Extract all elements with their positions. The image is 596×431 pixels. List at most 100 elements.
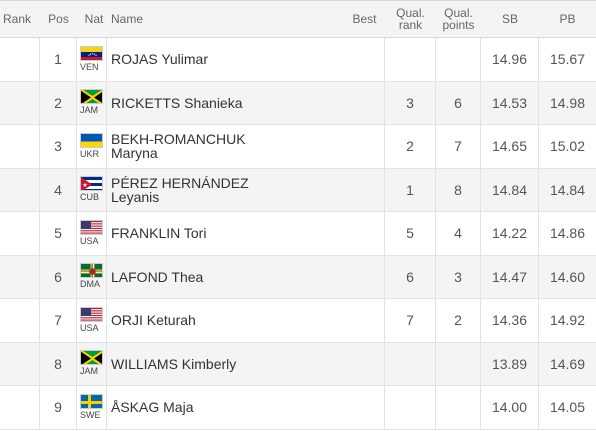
qual-points-cell: 8 bbox=[436, 168, 481, 211]
athlete-name[interactable]: PÉREZ HERNÁNDEZ bbox=[111, 174, 249, 191]
rank-cell bbox=[0, 38, 40, 81]
table-row[interactable]: 8 JAM WILLIAMS Kimberly 13.89 14.69 bbox=[0, 342, 596, 386]
table-row[interactable]: 9 SWE ÅSKAG Maja 14.00 14.05 bbox=[0, 386, 596, 430]
pb-cell: 15.67 bbox=[549, 51, 586, 68]
header-pos[interactable]: Pos bbox=[48, 12, 69, 26]
table-row[interactable]: 4 CUB PÉREZ HERNÁNDEZ Leyanis 1 8 14.84 14.84 bbox=[0, 168, 596, 212]
nat-code: JAM bbox=[80, 105, 98, 116]
athlete-name[interactable]: FRANKLIN Tori bbox=[111, 225, 207, 242]
pb-cell: 14.92 bbox=[549, 312, 586, 329]
sb-cell: 13.89 bbox=[481, 342, 539, 385]
nat-code: USA bbox=[80, 322, 99, 333]
name-cell[interactable]: FRANKLIN Tori bbox=[107, 212, 344, 255]
athlete-name[interactable]: ORJI Keturah bbox=[111, 312, 196, 329]
header-name[interactable]: Name bbox=[111, 12, 144, 26]
athlete-name[interactable]: WILLIAMS Kimberly bbox=[111, 355, 237, 372]
athlete-name[interactable]: ÅSKAG Maja bbox=[111, 399, 194, 416]
pos-cell: 8 bbox=[40, 342, 77, 385]
header-rank[interactable]: Rank bbox=[3, 12, 32, 26]
ven-flag-icon bbox=[80, 45, 103, 61]
table-row[interactable]: 2 JAM RICKETTS Shanieka 3 6 14.53 14.98 bbox=[0, 81, 596, 125]
qual-rank-cell bbox=[385, 38, 436, 81]
nat-code: CUB bbox=[80, 192, 100, 203]
nat-cell: UKR bbox=[77, 125, 107, 168]
header-sb[interactable]: SB bbox=[501, 12, 518, 26]
header-qual-points-line1: Qual. bbox=[444, 6, 473, 20]
sb-cell: 14.65 bbox=[481, 125, 539, 168]
name-cell[interactable]: ÅSKAG Maja bbox=[107, 386, 344, 429]
pos-cell: 5 bbox=[40, 212, 77, 255]
pos-cell: 3 bbox=[40, 125, 77, 168]
nat-cell: SWE bbox=[77, 386, 107, 429]
qual-points-cell: 3 bbox=[436, 255, 481, 298]
best-cell bbox=[344, 342, 385, 385]
table-row[interactable]: 1 VEN ROJAS Yulimar 14.96 15.67 bbox=[0, 38, 596, 82]
nat-cell: JAM bbox=[77, 81, 107, 124]
nat-cell: JAM bbox=[77, 342, 107, 385]
athlete-name[interactable]: BEKH-ROMANCHUK bbox=[111, 131, 246, 148]
best-cell bbox=[344, 38, 385, 81]
rank-cell bbox=[0, 125, 40, 168]
pb-cell: 14.69 bbox=[549, 355, 586, 372]
pos-cell: 6 bbox=[40, 255, 77, 298]
athlete-name[interactable]: RICKETTS Shanieka bbox=[111, 94, 243, 111]
header-pb[interactable]: PB bbox=[559, 12, 576, 26]
pb-cell: 15.02 bbox=[549, 138, 586, 155]
table-row[interactable]: 6 DMA LAFOND Thea 6 3 14.47 14.60 bbox=[0, 255, 596, 299]
name-cell[interactable]: WILLIAMS Kimberly bbox=[107, 343, 344, 386]
rank-cell bbox=[0, 386, 40, 429]
athlete-name[interactable]: ROJAS Yulimar bbox=[111, 51, 208, 68]
athlete-name-line2[interactable]: Maryna bbox=[111, 145, 158, 162]
rank-cell bbox=[0, 81, 40, 124]
table-header: Rank Pos Nat Name Best Qual. rank Qual. … bbox=[0, 1, 596, 38]
header-qual-points[interactable]: Qual. points bbox=[436, 1, 481, 37]
table-row[interactable]: 7 USA ORJI Keturah 7 2 14.36 14.92 bbox=[0, 299, 596, 343]
athlete-name[interactable]: LAFOND Thea bbox=[111, 268, 204, 285]
cub-flag-icon bbox=[80, 176, 103, 192]
pb-cell: 14.84 bbox=[549, 181, 586, 198]
nat-code: DMA bbox=[80, 279, 100, 290]
sb-cell: 14.22 bbox=[481, 212, 539, 255]
pb-cell: 14.98 bbox=[549, 94, 586, 111]
best-cell bbox=[344, 386, 385, 429]
name-cell[interactable]: BEKH-ROMANCHUK Maryna bbox=[107, 125, 344, 168]
best-cell bbox=[344, 125, 385, 168]
athlete-name-line2[interactable]: Leyanis bbox=[111, 188, 160, 205]
rank-cell bbox=[0, 342, 40, 385]
jam-flag-icon bbox=[80, 89, 103, 105]
qual-rank-cell: 5 bbox=[385, 212, 436, 255]
qual-points-cell: 4 bbox=[436, 212, 481, 255]
usa-flag-icon bbox=[80, 306, 103, 322]
qual-points-cell: 2 bbox=[436, 299, 481, 342]
header-qual-rank-line1: Qual. bbox=[396, 6, 425, 20]
name-cell[interactable]: ORJI Keturah bbox=[107, 299, 344, 342]
qual-rank-cell: 2 bbox=[385, 125, 436, 168]
jam-flag-icon bbox=[80, 350, 103, 366]
header-qual-rank[interactable]: Qual. rank bbox=[385, 1, 436, 37]
name-cell[interactable]: LAFOND Thea bbox=[107, 256, 344, 299]
dma-flag-icon bbox=[80, 263, 103, 279]
header-nat[interactable]: Nat bbox=[84, 12, 104, 26]
header-qual-rank-line2: rank bbox=[398, 18, 423, 32]
best-cell bbox=[344, 255, 385, 298]
qual-rank-cell: 7 bbox=[385, 299, 436, 342]
name-cell[interactable]: PÉREZ HERNÁNDEZ Leyanis bbox=[107, 169, 344, 212]
qual-points-cell bbox=[436, 342, 481, 385]
table-row[interactable]: 5 USA FRANKLIN Tori 5 4 14.22 14.86 bbox=[0, 212, 596, 256]
pos-cell: 9 bbox=[40, 386, 77, 429]
pos-cell: 4 bbox=[40, 168, 77, 211]
qual-rank-cell: 3 bbox=[385, 81, 436, 124]
header-best[interactable]: Best bbox=[352, 12, 377, 26]
rank-cell bbox=[0, 168, 40, 211]
ukr-flag-icon bbox=[80, 132, 103, 148]
nat-cell: VEN bbox=[77, 38, 107, 81]
table-row[interactable]: 3 UKR BEKH-ROMANCHUK Maryna 2 7 14.65 15.02 bbox=[0, 125, 596, 169]
sb-cell: 14.96 bbox=[481, 38, 539, 81]
rank-cell bbox=[0, 212, 40, 255]
best-cell bbox=[344, 299, 385, 342]
name-cell[interactable]: RICKETTS Shanieka bbox=[107, 82, 344, 125]
qual-rank-cell bbox=[385, 386, 436, 429]
name-cell[interactable]: ROJAS Yulimar bbox=[107, 38, 344, 81]
best-cell bbox=[344, 81, 385, 124]
